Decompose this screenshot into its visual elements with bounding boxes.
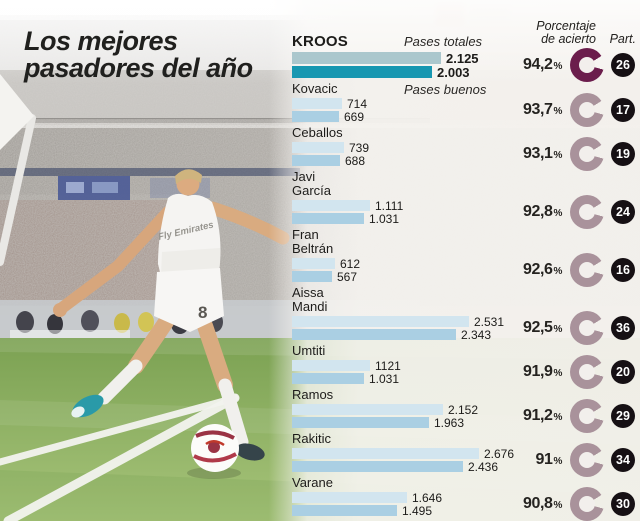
page-title: Los mejores pasadores del año xyxy=(24,26,253,84)
percent-sign: % xyxy=(553,412,563,423)
percent-sign: % xyxy=(553,61,563,72)
bar-good xyxy=(292,271,332,282)
accuracy-donut-icon xyxy=(570,137,604,171)
bar-good xyxy=(292,417,429,428)
player-row-javi-garcia: Javi García 1.111 1.031 92,8% 24 xyxy=(292,169,640,229)
bar-total xyxy=(292,448,479,459)
player-row-kroos: KROOS Pases totales 2.125 2.003 94,2% 26 xyxy=(292,34,640,82)
accuracy-donut-icon xyxy=(570,487,604,521)
accuracy-value: 93,1% xyxy=(522,145,563,162)
bar-total xyxy=(292,52,441,64)
accuracy-value: 90,8% xyxy=(522,495,563,512)
bar-good xyxy=(292,329,456,340)
percent-sign: % xyxy=(553,150,563,161)
bar-good-value: 688 xyxy=(345,153,366,168)
accuracy-value: 91% xyxy=(535,451,563,468)
player-row-aissa-mandi: Aissa Mandi 2.531 2.343 92,5% 36 xyxy=(292,285,640,345)
percent-sign: % xyxy=(553,456,563,467)
bar-total xyxy=(292,492,407,503)
accuracy-value: 92,8% xyxy=(522,203,563,220)
accuracy-donut-icon xyxy=(570,399,604,433)
bar-total-value: 2.152 xyxy=(448,402,479,417)
bar-total xyxy=(292,258,335,269)
participation-badge: 34 xyxy=(611,448,635,472)
accuracy-donut-icon xyxy=(570,48,604,82)
accuracy-donut-icon xyxy=(570,93,604,127)
bar-good xyxy=(292,213,364,224)
bar-total-value: 2.125 xyxy=(446,50,479,66)
bar-good-value: 2.343 xyxy=(461,327,492,342)
bar-total-value: 739 xyxy=(349,140,370,155)
player-row-rakitic: Rakitic 2.676 2.436 91% 34 xyxy=(292,432,640,477)
bar-good xyxy=(292,155,340,166)
participation-badge: 20 xyxy=(611,360,635,384)
bar-good-value: 1.495 xyxy=(402,503,433,518)
bar-total xyxy=(292,98,342,109)
participation-badge: 29 xyxy=(611,404,635,428)
bar-good-value: 669 xyxy=(344,109,365,124)
percent-sign: % xyxy=(553,266,563,277)
participation-badge: 30 xyxy=(611,492,635,516)
percent-sign: % xyxy=(553,106,563,117)
bar-good xyxy=(292,373,364,384)
accuracy-value: 92,5% xyxy=(522,319,563,336)
player-row-ceballos: Ceballos 739 688 93,1% 19 xyxy=(292,126,640,171)
bar-total-value: 1121 xyxy=(375,358,401,373)
bar-total-value: 1.111 xyxy=(375,198,404,213)
percent-sign: % xyxy=(553,500,563,511)
bar-good-value: 1.963 xyxy=(434,415,465,430)
shorts-number: 8 xyxy=(198,303,207,322)
participation-badge: 24 xyxy=(611,200,635,224)
bar-total xyxy=(292,404,443,415)
bar-total xyxy=(292,316,469,327)
bar-total xyxy=(292,200,370,211)
accuracy-value: 93,7% xyxy=(522,101,563,118)
series-label-totales: Pases totales xyxy=(404,34,483,49)
player-row-umtiti: Umtiti 1121 1.031 91,9% 20 xyxy=(292,344,640,389)
bar-total-value: 1.646 xyxy=(412,490,443,505)
accuracy-value: 94,2% xyxy=(522,56,563,73)
bar-good xyxy=(292,461,463,472)
percent-sign: % xyxy=(553,368,563,379)
player-name: Javi García xyxy=(292,169,332,198)
passers-chart: Porcentaje de acierto Part. KROOS Pases … xyxy=(286,0,640,521)
accuracy-value: 92,6% xyxy=(522,261,563,278)
accuracy-donut-icon xyxy=(570,311,604,345)
player-row-kovacic: Kovacic Pases buenos 714 669 93,7% 17 xyxy=(292,82,640,127)
accuracy-value: 91,2% xyxy=(522,407,563,424)
bar-good-value: 2.003 xyxy=(437,64,470,80)
led-strip xyxy=(0,168,300,176)
series-label-buenos: Pases buenos xyxy=(404,82,487,97)
accuracy-donut-icon xyxy=(570,355,604,389)
accuracy-value: 91,9% xyxy=(522,363,563,380)
participation-badge: 16 xyxy=(611,258,635,282)
player-row-ramos: Ramos 2.152 1.963 91,2% 29 xyxy=(292,388,640,433)
player-name: Fran Beltrán xyxy=(292,227,334,256)
player-row-fran-beltran: Fran Beltrán 612 567 92,6% 16 xyxy=(292,227,640,287)
participation-badge: 26 xyxy=(611,53,635,77)
bar-good-value: 1.031 xyxy=(369,371,400,386)
participation-badge: 19 xyxy=(611,142,635,166)
bar-total-value: 612 xyxy=(340,256,361,271)
accuracy-donut-icon xyxy=(570,443,604,477)
accuracy-donut-icon xyxy=(570,195,604,229)
participation-badge: 17 xyxy=(611,98,635,122)
bar-good xyxy=(292,111,339,122)
player-name: Aissa Mandi xyxy=(292,285,328,314)
bar-total xyxy=(292,360,370,371)
participation-badge: 36 xyxy=(611,316,635,340)
bar-good xyxy=(292,505,397,516)
bar-good-value: 1.031 xyxy=(369,211,400,226)
percent-sign: % xyxy=(553,208,563,219)
bar-total-value: 714 xyxy=(347,96,368,111)
accuracy-donut-icon xyxy=(570,253,604,287)
bar-good xyxy=(292,66,432,78)
bar-total xyxy=(292,142,344,153)
bar-good-value: 2.436 xyxy=(468,459,499,474)
player-row-varane: Varane 1.646 1.495 90,8% 30 xyxy=(292,476,640,521)
bar-good-value: 567 xyxy=(337,269,358,284)
percent-sign: % xyxy=(553,324,563,335)
